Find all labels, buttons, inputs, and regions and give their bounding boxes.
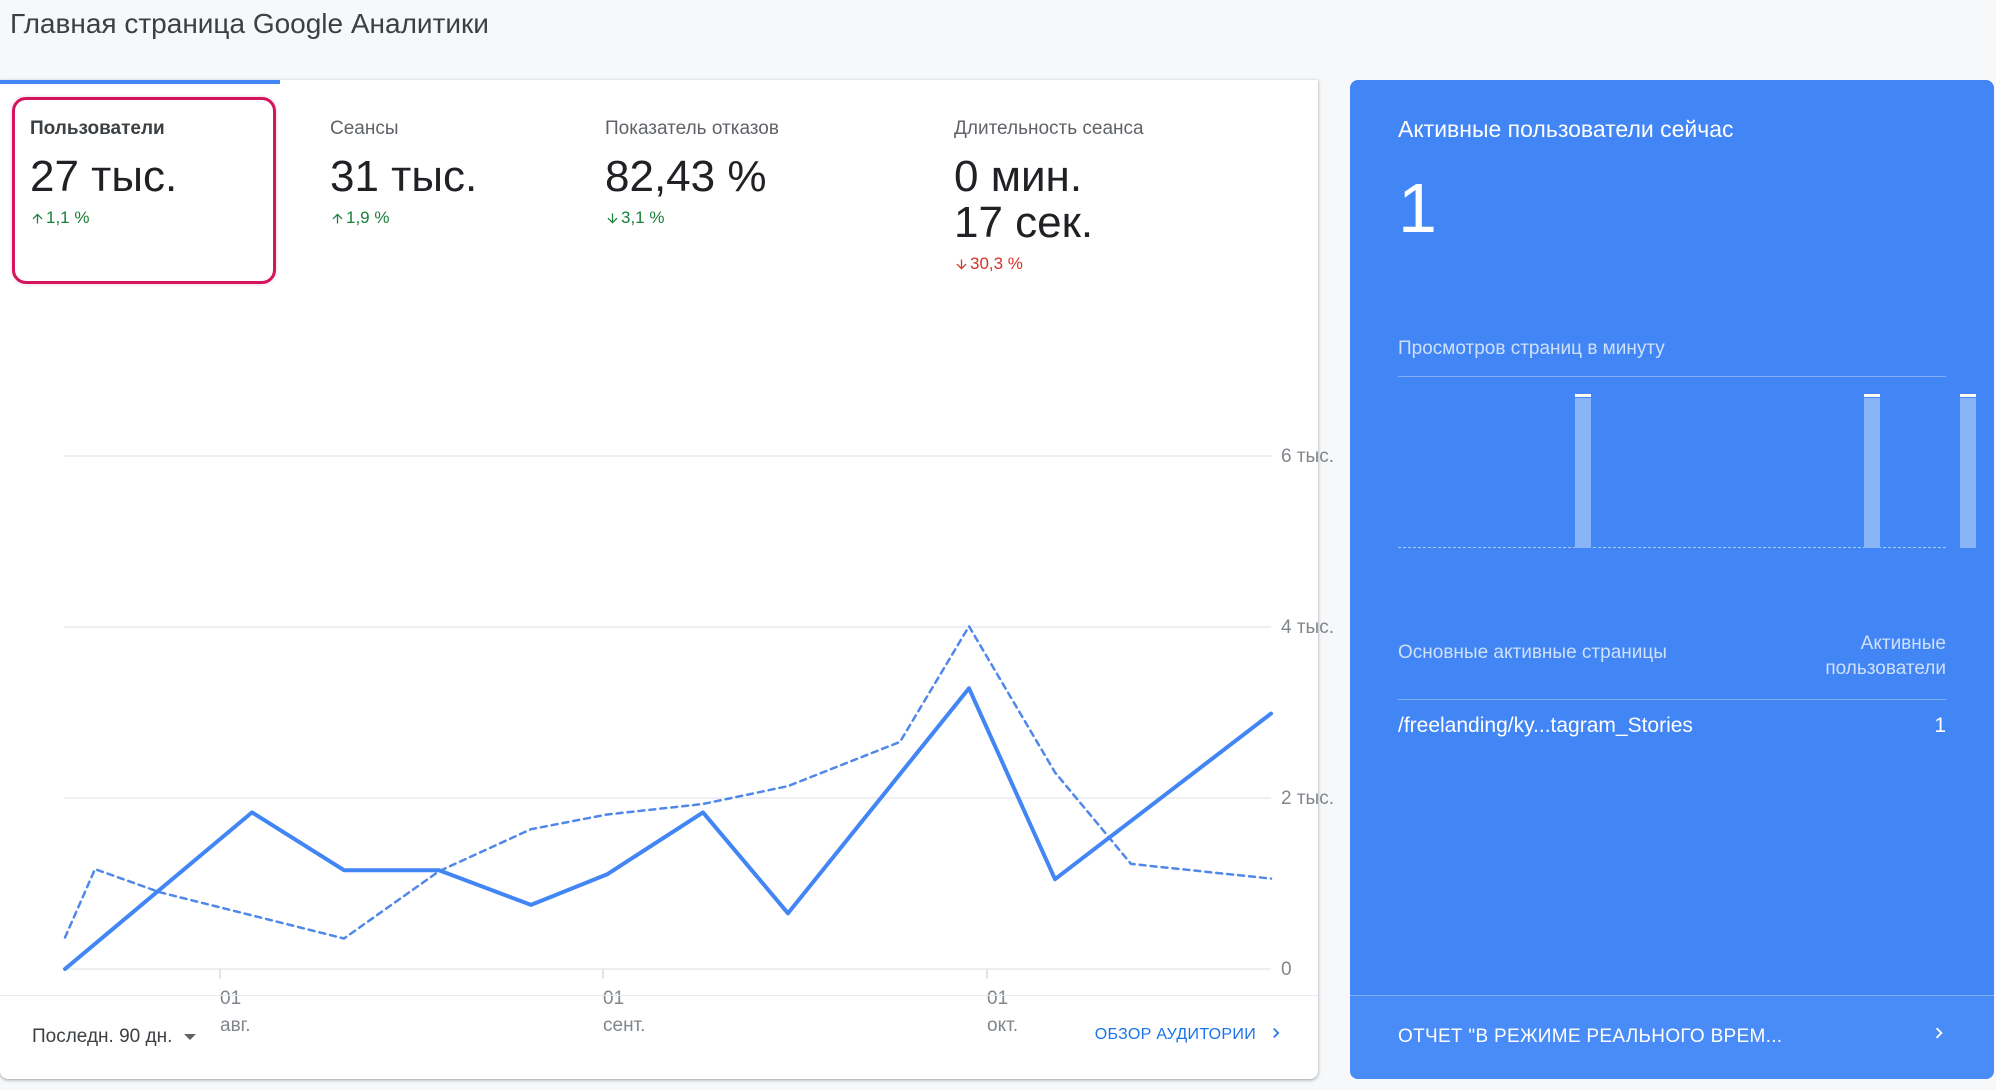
- svg-text:4 тыс.: 4 тыс.: [1281, 617, 1334, 638]
- svg-text:0: 0: [1281, 959, 1292, 980]
- svg-text:2 тыс.: 2 тыс.: [1281, 788, 1334, 809]
- svg-text:6 тыс.: 6 тыс.: [1281, 446, 1334, 467]
